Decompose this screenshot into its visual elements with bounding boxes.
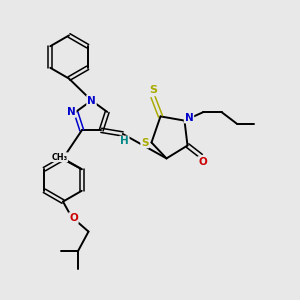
Text: S: S — [149, 85, 157, 95]
Text: S: S — [141, 137, 149, 148]
Text: CH₃: CH₃ — [51, 153, 68, 162]
Text: H: H — [120, 136, 129, 146]
Text: N: N — [184, 112, 194, 123]
Text: O: O — [198, 157, 207, 167]
Text: N: N — [87, 95, 96, 106]
Text: O: O — [69, 213, 78, 223]
Text: N: N — [67, 107, 76, 117]
